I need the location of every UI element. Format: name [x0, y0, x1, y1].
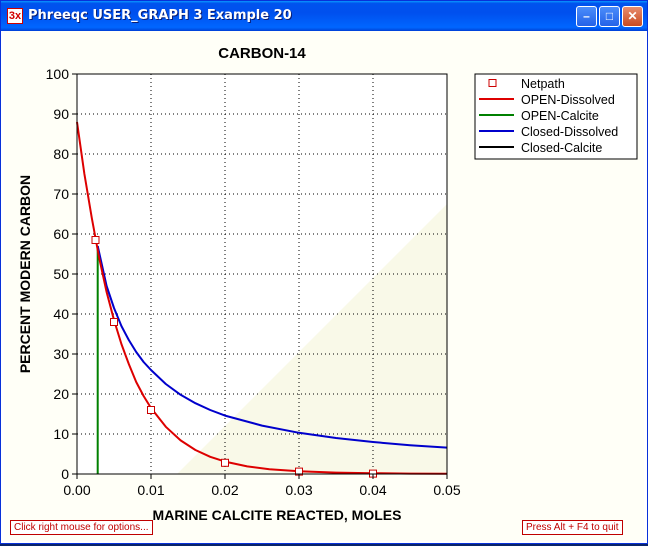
x-tick-label: 0.01: [137, 482, 164, 498]
y-axis-label: PERCENT MODERN CARBON: [17, 175, 33, 373]
y-tick-label: 10: [53, 426, 69, 442]
netpath-marker: [91, 236, 100, 244]
y-tick-label: 90: [53, 106, 69, 122]
title-bar[interactable]: 3x Phreeqc USER_GRAPH 3 Example 20 – □ ✕: [1, 1, 647, 31]
window-title: Phreeqc USER_GRAPH 3 Example 20: [28, 8, 292, 23]
netpath-marker: [147, 406, 155, 414]
legend-entry-label: Closed-Calcite: [521, 141, 602, 155]
y-tick-label: 20: [53, 386, 69, 402]
series-line-open-dissolved: [76, 121, 448, 475]
minimize-icon: –: [583, 9, 590, 23]
y-tick-label: 60: [53, 226, 69, 242]
grid-lines: [77, 74, 447, 474]
series-line-closed-dissolved: [96, 245, 448, 449]
plot-background-shading: [177, 204, 447, 474]
legend-entry-label: OPEN-Calcite: [521, 109, 599, 123]
minimize-button[interactable]: –: [576, 6, 597, 27]
legend-box: [474, 73, 638, 160]
netpath-marker: [221, 458, 229, 467]
graph-client-area[interactable]: 0.00 0.01 0.02 0.03 0.04 0.05 0 10 20 30 40 50 60 70 8…: [4, 31, 644, 541]
legend-marker: [488, 79, 497, 87]
y-tick-label: 100: [46, 66, 70, 82]
chart-title: CARBON-14: [218, 45, 306, 62]
options-hint[interactable]: Click right mouse for options...: [10, 520, 153, 535]
maximize-button[interactable]: □: [599, 6, 620, 27]
x-tick-label: 0.00: [63, 482, 90, 498]
legend-entry-label: Closed-Dissolved: [521, 125, 618, 139]
legend-entry-label: OPEN-Dissolved: [521, 93, 615, 107]
carbon-14-chart: 0.00 0.01 0.02 0.03 0.04 0.05 0 10 20 30 40 50 60 70 8…: [17, 45, 638, 523]
y-tick-label: 0: [61, 466, 69, 482]
y-tick-label: 70: [53, 186, 69, 202]
netpath-marker: [110, 318, 118, 326]
x-tick-label: 0.03: [285, 482, 312, 498]
y-tick-label: 50: [53, 266, 69, 282]
x-tick-label: 0.05: [433, 482, 460, 498]
quit-hint[interactable]: Press Alt + F4 to quit: [522, 520, 623, 535]
x-axis-label: MARINE CALCITE REACTED, MOLES: [153, 507, 402, 523]
x-tick-label: 0.02: [211, 482, 238, 498]
legend[interactable]: Netpath OPEN-Dissolved OPEN-Calcite Closed-…: [474, 73, 638, 160]
y-tick-label: 40: [53, 306, 69, 322]
close-button[interactable]: ✕: [622, 6, 643, 27]
app-icon[interactable]: 3x: [7, 8, 23, 24]
x-tick-label: 0.04: [359, 482, 386, 498]
legend-entry-label: Netpath: [521, 77, 565, 91]
maximize-icon: □: [605, 9, 614, 23]
y-tick-label: 30: [53, 346, 69, 362]
y-tick-label: 80: [53, 146, 69, 162]
axis-ticks: 0.00 0.01 0.02 0.03 0.04 0.05 0 10 20 30 40 50 60 70 8…: [46, 66, 461, 498]
close-icon: ✕: [627, 9, 638, 23]
